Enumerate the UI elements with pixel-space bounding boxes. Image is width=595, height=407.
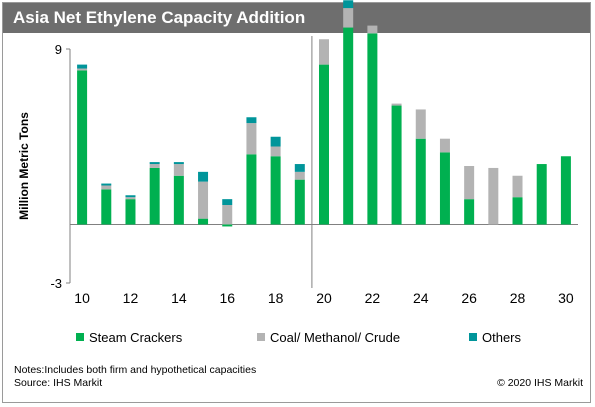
x-tick-label: 14	[171, 290, 187, 306]
bar-15-coal-methanol-crude	[198, 181, 209, 219]
x-tick-label: 30	[558, 290, 574, 306]
x-tick-label: 16	[219, 290, 235, 306]
bar-12-others	[125, 195, 136, 198]
copyright-text: © 2020 IHS Markit	[497, 377, 583, 389]
legend-swatch	[469, 333, 477, 341]
bar-25-coal-methanol-crude	[439, 138, 450, 153]
notes-text: Notes:Includes both firm and hypothetica…	[14, 364, 257, 376]
bar-24-coal-methanol-crude	[415, 109, 426, 139]
x-tick-label: 12	[123, 290, 139, 306]
bar-22-coal-methanol-crude	[367, 25, 378, 34]
bar-13-coal-methanol-crude	[149, 164, 160, 168]
bar-29-steam-crackers	[536, 164, 547, 225]
bar-14-others	[173, 162, 184, 165]
bar-12-steam-crackers	[125, 199, 136, 225]
source-text: Source: IHS Markit	[14, 377, 103, 389]
bar-13-steam-crackers	[149, 167, 160, 225]
bar-18-coal-methanol-crude	[270, 146, 281, 157]
legend-swatch	[76, 333, 84, 341]
x-tick-label: 18	[268, 290, 284, 306]
bar-28-steam-crackers	[512, 197, 523, 225]
x-tick-label: 26	[461, 290, 477, 306]
bar-14-steam-crackers	[173, 175, 184, 225]
bar-10-coal-methanol-crude	[77, 68, 88, 71]
bar-10-steam-crackers	[77, 70, 88, 225]
y-tick-label: -3	[50, 276, 62, 291]
x-tick-label: 28	[510, 290, 526, 306]
bar-15-steam-crackers	[198, 218, 209, 225]
legend-label: Others	[482, 330, 522, 345]
bar-11-others	[101, 183, 112, 186]
bar-17-coal-methanol-crude	[246, 123, 257, 155]
x-tick-label: 24	[413, 290, 429, 306]
bar-22-steam-crackers	[367, 33, 378, 225]
bar-27-coal-methanol-crude	[488, 167, 499, 225]
bar-23-steam-crackers	[391, 105, 402, 225]
bar-21-others	[343, 0, 354, 9]
bar-12-coal-methanol-crude	[125, 197, 136, 200]
bar-26-coal-methanol-crude	[464, 166, 475, 200]
bar-11-steam-crackers	[101, 189, 112, 225]
bar-15-others	[198, 171, 209, 182]
bar-18-others	[270, 136, 281, 147]
legend-swatch	[257, 333, 265, 341]
bar-21-coal-methanol-crude	[343, 8, 354, 28]
x-tick-label: 10	[74, 290, 90, 306]
bar-19-others	[294, 164, 305, 172]
bar-16-coal-methanol-crude	[222, 205, 233, 225]
bar-18-steam-crackers	[270, 156, 281, 225]
bar-16-steam-crackers	[222, 224, 233, 227]
bar-10-others	[77, 64, 88, 69]
bar-13-others	[149, 162, 160, 165]
bar-24-steam-crackers	[415, 138, 426, 225]
bar-25-steam-crackers	[439, 152, 450, 225]
bar-11-coal-methanol-crude	[101, 185, 112, 190]
bar-20-steam-crackers	[319, 64, 329, 225]
bar-21-steam-crackers	[343, 27, 354, 225]
bar-19-coal-methanol-crude	[294, 171, 305, 180]
bar-30-steam-crackers	[560, 156, 571, 225]
bar-17-steam-crackers	[246, 154, 257, 225]
y-tick-label: 9	[55, 42, 62, 57]
bar-23-coal-methanol-crude	[391, 103, 402, 106]
bar-20-coal-methanol-crude	[319, 39, 329, 65]
x-tick-label: 22	[365, 290, 381, 306]
bar-14-coal-methanol-crude	[173, 164, 184, 176]
chart-title: Asia Net Ethylene Capacity Addition	[13, 8, 306, 27]
bar-16-others	[222, 199, 233, 205]
bar-17-others	[246, 117, 257, 124]
y-axis-title: Million Metric Tons	[17, 112, 31, 220]
bar-28-coal-methanol-crude	[512, 175, 523, 198]
legend-label: Steam Crackers	[89, 330, 183, 345]
bar-26-steam-crackers	[464, 199, 475, 225]
bar-19-steam-crackers	[294, 179, 305, 225]
x-tick-label: 20	[316, 290, 332, 306]
legend-label: Coal/ Methanol/ Crude	[270, 330, 400, 345]
title-bar: Asia Net Ethylene Capacity Addition	[3, 3, 590, 33]
